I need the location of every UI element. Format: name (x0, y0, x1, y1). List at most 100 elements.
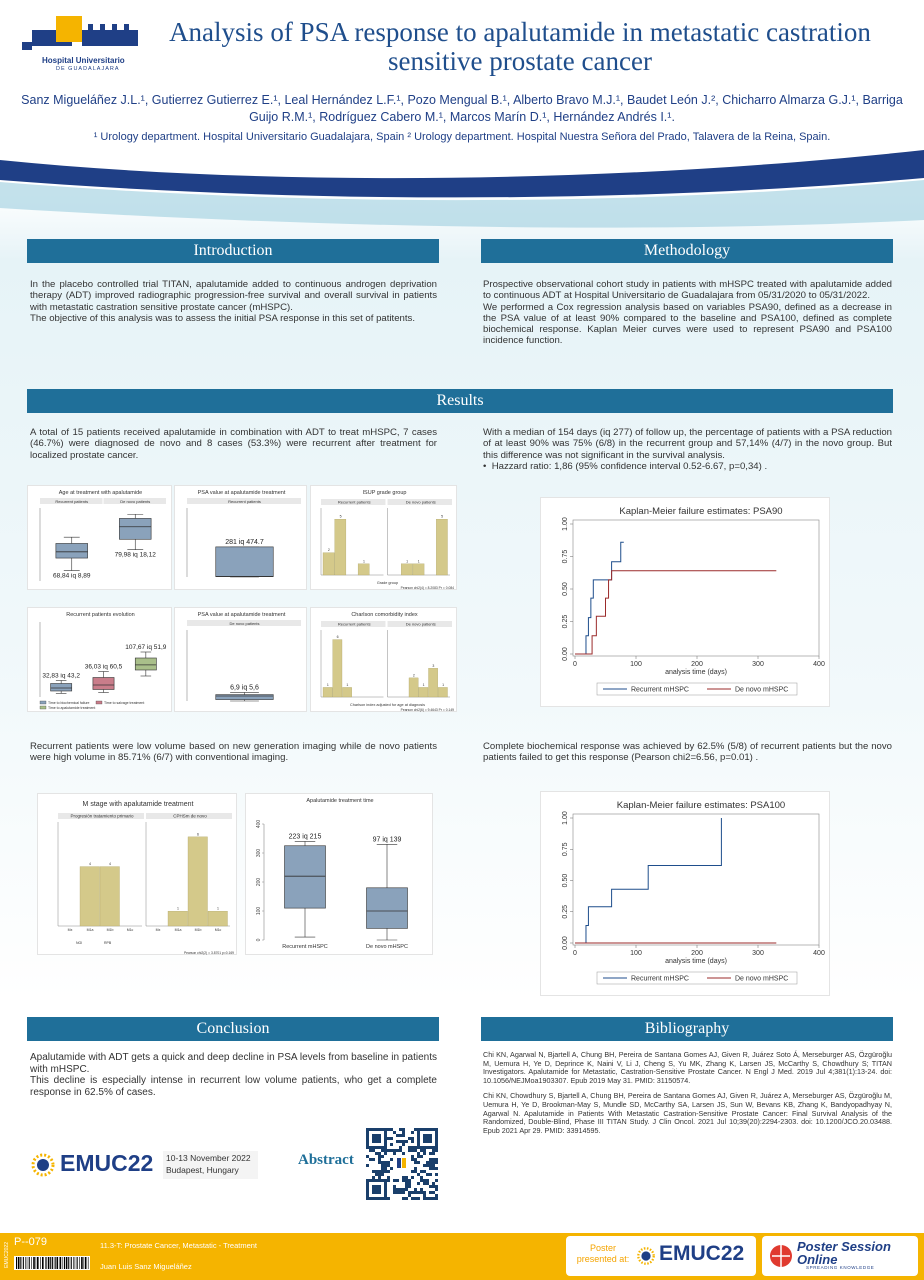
qr-module (387, 1176, 390, 1179)
introduction-heading: Introduction (27, 239, 439, 263)
poster-code: P--079 (14, 1236, 48, 1248)
bar (412, 563, 425, 576)
bar (436, 519, 448, 576)
qr-module (435, 1173, 438, 1176)
brand-box[interactable]: Poster Session Online SPREADING KNOWLEDG… (762, 1236, 918, 1276)
globe-icon (770, 1245, 792, 1267)
chart-title: Kaplan-Meier failure estimates: PSA100 (617, 800, 785, 811)
legend-box (596, 971, 798, 985)
qr-code-icon[interactable] (366, 1128, 438, 1200)
qr-module (378, 1152, 381, 1155)
qr-module (393, 1185, 396, 1188)
qr-module (435, 1149, 438, 1152)
qr-center-logo (402, 1158, 406, 1168)
panel-label: De novo patients (406, 500, 436, 505)
qr-module (414, 1197, 417, 1200)
qr-module (420, 1179, 423, 1182)
header-swoosh (0, 150, 924, 228)
qr-module (384, 1161, 387, 1164)
bar-value-label: 1 (177, 907, 179, 911)
qr-module (420, 1149, 423, 1152)
bibliography-item: Chi KN, Chowdhury S, Bjartell A, Chung B… (483, 1091, 892, 1135)
qr-module (432, 1161, 435, 1164)
qr-module (402, 1143, 405, 1146)
panel-label: Recurrent patients (228, 499, 261, 504)
barcode-line (45, 1257, 46, 1269)
box-iqr (55, 543, 88, 559)
bar (408, 677, 419, 698)
panel-label: CPHSm de novo (173, 814, 207, 819)
panel-label: Recurrent patients (338, 622, 371, 627)
bar (207, 910, 228, 927)
qr-module (432, 1149, 435, 1152)
x-tick-label: M1c (215, 928, 222, 932)
qr-module (384, 1170, 387, 1173)
barcode-line (47, 1257, 50, 1269)
event-name: EMUC22 (60, 1150, 154, 1176)
km-curve (575, 541, 624, 655)
panel-header (387, 499, 452, 505)
qr-module (378, 1170, 381, 1173)
bar (332, 639, 343, 698)
y-tick-label: 1.00 (562, 517, 569, 531)
qr-module (417, 1152, 420, 1155)
qr-module (411, 1158, 414, 1161)
barcode-line (54, 1257, 56, 1269)
panel-label: De novo patients (406, 622, 436, 627)
box-annotation: 32,83 iq 43,2 (42, 673, 80, 680)
affiliations: ¹ Urology department. Hospital Universit… (93, 131, 831, 143)
authors: Sanz Migueláñez J.L.¹, Gutierrez Gutierr… (21, 93, 903, 124)
x-tick-label: Mx (156, 928, 161, 932)
box-iqr (134, 657, 157, 671)
barcode-line (87, 1257, 89, 1269)
legend-label: Time to salvage treatment (104, 701, 144, 705)
x-tick-label: M1b (107, 928, 114, 932)
km-curve (575, 818, 722, 944)
bar (167, 910, 188, 927)
bar-value-label: 1 (442, 683, 444, 687)
chart-m-stage: M stage with apalutamide treatment Progre… (37, 793, 237, 955)
x-sublabel: RPB (104, 941, 112, 945)
qr-module (384, 1152, 387, 1155)
km-curve (575, 570, 777, 655)
qr-module (402, 1140, 405, 1143)
y-tick-label: 400 (256, 820, 262, 829)
qr-module (405, 1140, 408, 1143)
qr-module (402, 1134, 405, 1137)
bar-value-label: 6 (197, 832, 199, 836)
qr-module (387, 1179, 390, 1182)
bar (438, 687, 448, 698)
abstract-label: Abstract (298, 1152, 354, 1168)
barcode-line (83, 1257, 85, 1269)
chart-title: ISUP grade group (363, 490, 407, 496)
barcode-line (33, 1257, 35, 1269)
box-iqr (119, 518, 152, 540)
bibliography-list: Chi KN, Agarwal N, Bjartell A, Chung BH,… (483, 1050, 892, 1135)
qr-module (432, 1158, 435, 1161)
event-dates: 10-13 November 2022 (166, 1153, 251, 1163)
sun-icon (637, 1247, 655, 1265)
qr-module (414, 1170, 417, 1173)
qr-module (384, 1167, 387, 1170)
qr-finder (372, 1134, 381, 1143)
qr-module (429, 1167, 432, 1170)
bar-value-label: 6 (337, 635, 339, 639)
x-tick-label: 400 (813, 950, 825, 957)
conclusion-paragraph: This decline is especially intense in re… (30, 1075, 437, 1098)
results-right-paragraph: With a median of 154 days (iq 277) of fo… (483, 427, 892, 461)
qr-module (420, 1176, 423, 1179)
barcode-line (59, 1257, 62, 1269)
methodology-text: Prospective observational cohort study i… (483, 279, 892, 347)
barcode-line (61, 1257, 63, 1269)
legend-label: Recurrent mHSPC (631, 976, 689, 983)
bar-value-label: 1 (363, 559, 365, 563)
x-tick-label: 100 (630, 661, 642, 668)
bar-value-label: 1 (418, 559, 420, 563)
bar (428, 668, 438, 698)
hospital-logo (22, 16, 138, 50)
bar (99, 866, 120, 927)
qr-module (435, 1197, 438, 1200)
qr-module (390, 1128, 393, 1131)
x-axis-label: analysis time (days) (665, 958, 727, 965)
